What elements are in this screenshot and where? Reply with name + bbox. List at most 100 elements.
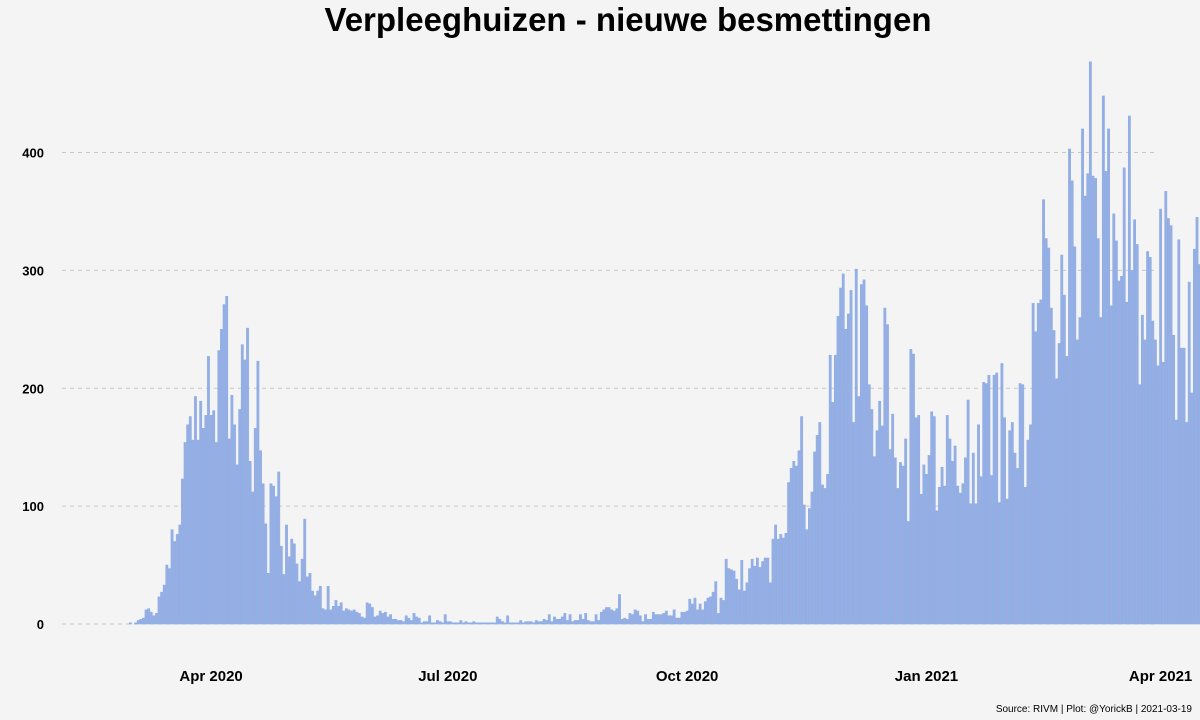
bar-71 <box>313 595 317 625</box>
bar-132 <box>472 621 476 625</box>
bar-316 <box>951 461 954 625</box>
bar-167 <box>563 613 567 625</box>
bar-153 <box>527 621 530 625</box>
bar-399 <box>1166 218 1170 625</box>
bar-335 <box>1000 363 1004 625</box>
bar-178 <box>592 621 595 625</box>
bar-191 <box>625 618 629 625</box>
bar-332 <box>992 374 996 625</box>
bar-43 <box>240 344 244 625</box>
bar-340 <box>1013 452 1017 625</box>
bar-109 <box>412 613 416 625</box>
bar-310 <box>935 510 939 625</box>
y-tick-label-0: 0 <box>37 617 44 632</box>
y-tick-label-100: 100 <box>22 499 44 514</box>
bar-83 <box>344 608 348 625</box>
bar-234 <box>737 589 741 625</box>
bar-408 <box>1190 392 1194 625</box>
bar-59 <box>282 574 286 625</box>
bar-108 <box>409 620 413 625</box>
bar-104 <box>399 620 403 625</box>
bar-274 <box>841 273 845 625</box>
bar-255 <box>792 461 796 625</box>
bar-239 <box>750 558 754 625</box>
bar-21 <box>183 442 187 625</box>
bar-302 <box>914 417 918 625</box>
bar-37 <box>225 296 229 625</box>
bar-73 <box>318 585 322 625</box>
bar-174 <box>581 618 585 625</box>
bar-149 <box>516 622 520 625</box>
bar-144 <box>503 622 507 625</box>
bar-36 <box>222 304 226 625</box>
bar-119 <box>438 621 442 625</box>
bar-101 <box>391 618 395 625</box>
bar-318 <box>956 485 960 625</box>
bar-60 <box>285 524 288 625</box>
bar-195 <box>636 610 640 625</box>
bar-17 <box>173 541 177 625</box>
bar-148 <box>514 622 517 625</box>
bar-200 <box>649 618 653 625</box>
bar-245 <box>766 557 770 625</box>
bar-80 <box>337 606 340 625</box>
bar-311 <box>938 486 941 625</box>
bar-312 <box>940 466 944 625</box>
bar-30 <box>207 356 210 625</box>
bar-286 <box>873 456 876 625</box>
bar-217 <box>693 597 697 625</box>
bar-4 <box>139 618 143 625</box>
bar-222 <box>706 597 710 625</box>
bar-238 <box>748 568 751 625</box>
bar-89 <box>360 616 364 625</box>
bar-78 <box>331 606 335 625</box>
bar-313 <box>943 485 947 625</box>
bar-393 <box>1151 320 1155 625</box>
chart-title: Verpleeghuizen - nieuwe besmettingen <box>324 1 932 38</box>
bar-320 <box>961 483 965 625</box>
bar-115 <box>428 615 432 625</box>
bar-140 <box>493 622 497 625</box>
bar-208 <box>670 615 673 625</box>
bar-392 <box>1148 257 1152 625</box>
bar-69 <box>308 573 312 625</box>
bar-15 <box>168 568 171 625</box>
bar-297 <box>901 465 905 625</box>
bar-396 <box>1159 208 1163 625</box>
bar-134 <box>477 622 481 625</box>
bar-32 <box>212 410 216 625</box>
bar-169 <box>568 614 572 625</box>
bar-156 <box>534 620 538 625</box>
bar-74 <box>321 608 325 625</box>
bar-53 <box>266 573 270 625</box>
bar-33 <box>214 442 218 625</box>
bar-240 <box>753 565 757 625</box>
bar-278 <box>852 422 856 625</box>
bar-359 <box>1062 294 1066 625</box>
bar-141 <box>495 616 499 625</box>
bar-254 <box>789 468 793 625</box>
bar-405 <box>1182 347 1186 625</box>
bar-203 <box>657 614 660 625</box>
bar-275 <box>844 329 848 625</box>
bar-49 <box>256 360 260 625</box>
bar-391 <box>1146 251 1150 625</box>
bar-370 <box>1091 175 1095 625</box>
bar-38 <box>227 438 231 625</box>
bar-360 <box>1065 356 1069 625</box>
bar-277 <box>849 290 853 625</box>
bar-265 <box>818 422 822 625</box>
bar-181 <box>599 611 603 625</box>
bar-373 <box>1099 317 1103 625</box>
bar-280 <box>857 396 861 625</box>
bar-18 <box>175 534 179 625</box>
bar-202 <box>654 614 658 625</box>
bar-63 <box>292 543 296 625</box>
bar-94 <box>373 616 377 625</box>
bar-106 <box>404 615 408 625</box>
bar-64 <box>295 563 299 625</box>
bar-251 <box>781 537 785 625</box>
bar-361 <box>1068 148 1071 625</box>
bar-196 <box>638 615 642 625</box>
bar-193 <box>631 614 634 625</box>
